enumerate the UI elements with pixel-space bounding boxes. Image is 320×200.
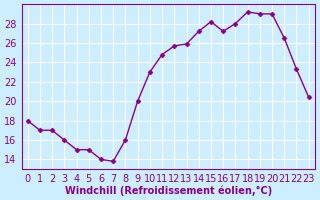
X-axis label: Windchill (Refroidissement éolien,°C): Windchill (Refroidissement éolien,°C): [65, 185, 272, 196]
